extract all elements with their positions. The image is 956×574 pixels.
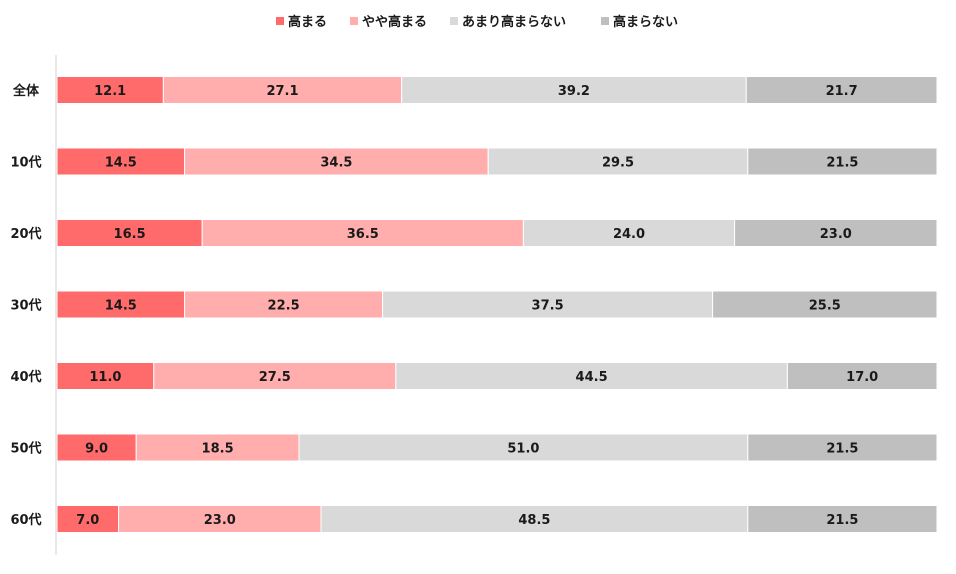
category-label: 50代 — [10, 441, 41, 457]
category-label: 30代 — [10, 298, 41, 314]
bar-segment — [162, 76, 403, 104]
data-label: 14.5 — [105, 156, 137, 171]
data-label: 44.5 — [576, 370, 608, 385]
data-label: 51.0 — [507, 442, 539, 457]
legend-label: 高まる — [288, 14, 327, 30]
bar-segment — [522, 219, 736, 247]
category-label: 60代 — [10, 512, 41, 528]
data-label: 37.5 — [532, 299, 564, 314]
data-label: 23.0 — [204, 513, 236, 528]
bar-segment — [395, 362, 788, 390]
data-label: 24.0 — [613, 227, 645, 242]
data-label: 21.5 — [826, 442, 858, 457]
legend-swatch — [350, 17, 358, 25]
category-label: 全体 — [12, 83, 40, 99]
bar-segment — [712, 290, 938, 319]
bar-segment — [184, 147, 489, 176]
data-label: 17.0 — [846, 370, 878, 385]
data-label: 36.5 — [347, 227, 379, 242]
data-label: 27.5 — [259, 370, 291, 385]
category-labels: 全体 10代 20代 30代 40代 50代 60代 — [10, 83, 41, 528]
bar-segment — [786, 362, 938, 390]
bar-segment — [184, 290, 384, 319]
bar-segment — [401, 76, 747, 104]
bar-segment — [382, 290, 714, 319]
legend-label: やや高まる — [362, 14, 427, 30]
data-label: 48.5 — [518, 513, 550, 528]
data-label: 25.5 — [809, 299, 841, 314]
data-label: 14.5 — [105, 299, 137, 314]
data-label: 39.2 — [558, 84, 590, 99]
data-label: 11.0 — [89, 370, 121, 385]
data-label: 7.0 — [76, 513, 99, 528]
bars: 12.1 27.1 39.2 21.7 14.5 34.5 29.5 21.5 16.5 36.5… — [56, 76, 938, 533]
data-label: 21.7 — [826, 84, 858, 99]
bar-segment — [747, 505, 938, 533]
data-label: 21.5 — [826, 156, 858, 171]
bar-segment — [747, 433, 938, 462]
legend-label: 高まらない — [613, 14, 678, 30]
bar-segment — [298, 433, 749, 462]
data-label: 9.0 — [85, 442, 108, 457]
legend-swatch — [276, 17, 284, 25]
bar-segment — [56, 290, 186, 319]
bar-segment — [745, 76, 938, 104]
data-label: 23.0 — [820, 227, 852, 242]
data-label: 27.1 — [266, 84, 298, 99]
bar-segment — [56, 362, 155, 390]
category-label: 20代 — [10, 226, 41, 242]
bar-segment — [320, 505, 749, 533]
bar-segment — [747, 147, 938, 176]
legend: 高まる やや高まる あまり高まらない 高まらない — [276, 14, 678, 30]
data-label: 21.5 — [826, 513, 858, 528]
data-label: 29.5 — [602, 156, 634, 171]
legend-swatch — [450, 17, 458, 25]
bar-segment — [153, 362, 397, 390]
category-label: 10代 — [10, 155, 41, 171]
bar-segment — [118, 505, 322, 533]
data-label: 18.5 — [202, 442, 234, 457]
data-label: 12.1 — [94, 84, 126, 99]
data-label: 34.5 — [320, 156, 352, 171]
bar-segment — [734, 219, 938, 247]
category-label: 40代 — [10, 369, 41, 385]
legend-label: あまり高まらない — [462, 14, 566, 30]
legend-swatch — [601, 17, 609, 25]
bar-segment — [56, 433, 137, 462]
bar-segment — [56, 219, 203, 247]
data-label: 16.5 — [114, 227, 146, 242]
data-label: 22.5 — [268, 299, 300, 314]
bar-segment — [201, 219, 524, 247]
